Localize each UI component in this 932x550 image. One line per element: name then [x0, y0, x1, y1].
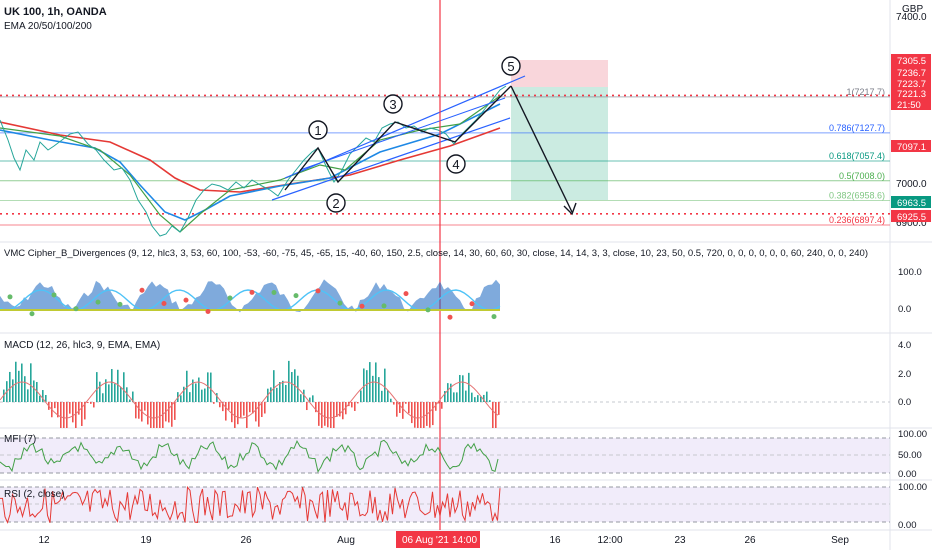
channel-lower[interactable] [271, 117, 511, 201]
elliott-wave-path[interactable] [284, 85, 512, 191]
channel-mid[interactable] [299, 97, 506, 171]
stop-loss-zone[interactable] [511, 60, 608, 87]
vmc-cipher-plot [0, 279, 501, 320]
macd-legend[interactable]: MACD (12, 26, hlc3, 9, EMA, EMA) [4, 340, 161, 351]
price-tag [891, 210, 931, 222]
time-axis-tick: 26 [744, 535, 756, 546]
fib-level-label: 0.5(7008.0) [839, 171, 885, 181]
fib-level-label: 0.618(7057.4) [829, 151, 885, 161]
wave-label: 2 [332, 196, 339, 211]
indicator-axis-tick: 0.00 [898, 469, 917, 480]
time-axis-tick: 19 [140, 535, 152, 546]
time-axis-tick: Aug [337, 535, 355, 546]
indicator-axis-tick: 2.0 [898, 369, 911, 380]
wave-label-circle[interactable] [501, 56, 521, 76]
time-axis-tick: 12:00 [597, 535, 622, 546]
crosshair-time-tag [396, 531, 480, 548]
ema-100-line [0, 121, 501, 193]
price-tag-label: 6963.5 [897, 198, 926, 209]
projection-arrow[interactable] [510, 85, 573, 213]
crosshair-time: 14:00 [452, 535, 477, 546]
price-tag-label: 7097.1 [897, 142, 926, 153]
indicator-axis-tick: 0.0 [898, 397, 911, 408]
time-axis-tick: Sep [831, 535, 849, 546]
take-profit-zone[interactable] [511, 87, 608, 200]
time-axis-tick: 16 [549, 535, 561, 546]
currency-label[interactable]: GBP [902, 4, 924, 15]
wave-label-circle[interactable] [326, 193, 346, 213]
indicator-axis-tick: 100.00 [898, 482, 927, 493]
price-tag-label: 7221.3 [897, 89, 926, 100]
price-tag [891, 66, 931, 78]
price-tag [891, 196, 931, 208]
wave-label: 3 [389, 97, 396, 112]
fib-level-label: 0.236(6897.4) [829, 215, 885, 225]
wave-label: 1 [314, 123, 321, 138]
symbol-title[interactable]: UK 100, 1h, OANDA [4, 6, 107, 18]
ema-legend[interactable]: EMA 20/50/100/200 [4, 21, 92, 32]
fib-level-label: 1(7217.7) [846, 87, 885, 97]
price-axis-tick: 6900.0 [896, 218, 927, 229]
price-tag [891, 140, 931, 152]
price-tag-label: 7223.7 [897, 79, 926, 90]
vmc-legend[interactable]: VMC Cipher_B_Divergences (9, 12, hlc3, 3… [4, 248, 868, 259]
indicator-axis-tick: 100.00 [898, 429, 927, 440]
time-axis-tick: 26 [240, 535, 252, 546]
wave-label-circle[interactable] [446, 154, 466, 174]
price-tag-label: 7305.5 [897, 56, 926, 67]
fib-level-label: 0.786(7127.7) [829, 123, 885, 133]
indicator-axis-tick: 4.0 [898, 340, 911, 351]
price-axis-tick: 7000.0 [896, 179, 927, 190]
wave-label-circle[interactable] [308, 120, 328, 140]
rsi-legend[interactable]: RSI (2, close) [4, 489, 65, 500]
wave-label: 4 [452, 157, 459, 172]
crosshair-date: 06 Aug '21 [402, 535, 449, 546]
mfi-legend[interactable]: MFI (7) [4, 434, 37, 445]
macd-histogram [0, 360, 500, 428]
time-axis-tick: 12 [38, 535, 50, 546]
price-tag [891, 87, 931, 99]
indicator-axis-tick: 50.00 [898, 450, 922, 461]
ema-20-line [0, 95, 501, 233]
indicator-axis-tick: 100.0 [898, 267, 922, 278]
price-axis-tick: 7400.0 [896, 12, 927, 23]
mfi-line [0, 439, 499, 473]
wave-label: 5 [507, 59, 514, 74]
price-tag [891, 98, 931, 110]
fib-level-label: 0.382(6958.6) [829, 191, 885, 201]
price-tag-label: 7236.7 [897, 68, 926, 79]
indicator-axis-tick: 0.0 [898, 304, 911, 315]
price-tag-label: 21:50 [897, 100, 921, 111]
indicator-axis-tick: 0.00 [898, 520, 917, 531]
time-axis-tick: 23 [674, 535, 686, 546]
rsi-line [0, 485, 501, 524]
wave-label-circle[interactable] [383, 94, 403, 114]
price-tag-label: 6925.5 [897, 212, 926, 223]
price-tag [891, 54, 931, 66]
price-tag [891, 77, 931, 89]
